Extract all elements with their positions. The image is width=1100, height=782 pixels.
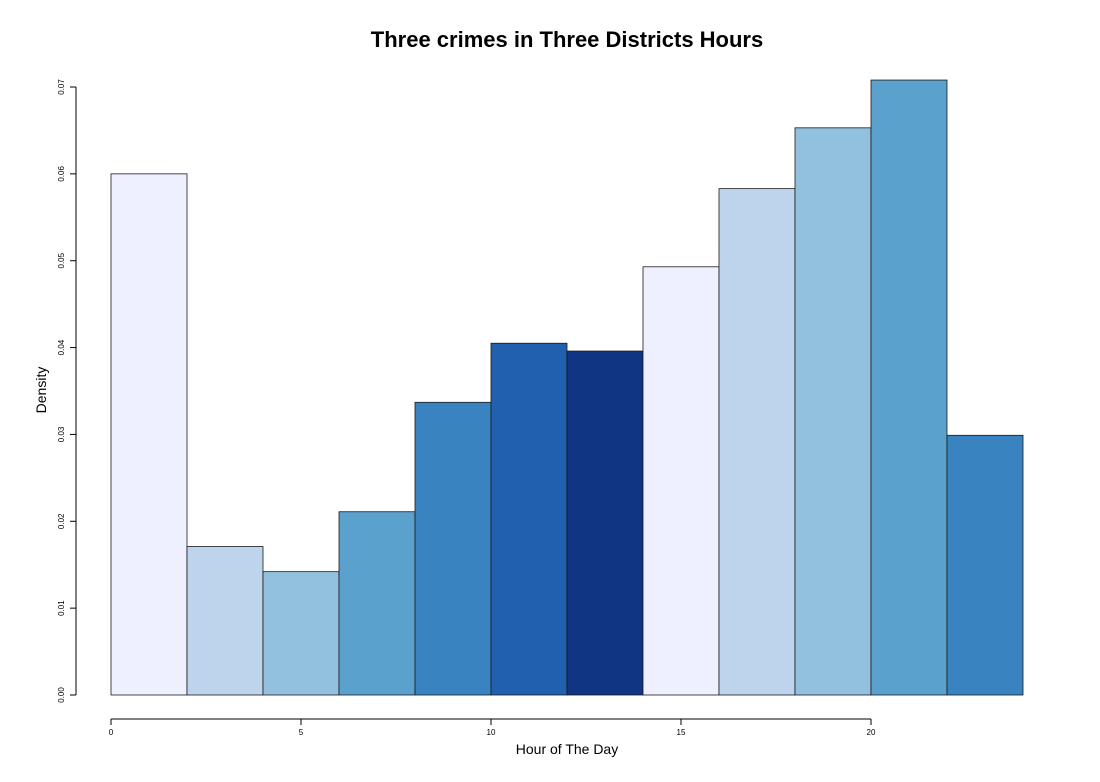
histogram-bar	[946, 434, 1024, 696]
histogram-bar	[338, 511, 416, 696]
histogram-bar	[794, 127, 872, 696]
histogram-bar	[110, 173, 188, 696]
histogram-bar	[566, 350, 644, 696]
x-tick-label: 0	[109, 728, 114, 737]
histogram-bar	[718, 188, 796, 696]
y-axis: 0.00 0.01 0.02 0.03 0.04 0.05 0.06 0.07	[57, 79, 77, 703]
y-tick-label: 0.04	[57, 339, 66, 355]
bars-group	[110, 79, 1024, 696]
y-tick-label: 0.07	[57, 79, 66, 95]
x-axis-label: Hour of The Day	[516, 741, 618, 757]
y-axis-label: Density	[33, 367, 49, 414]
y-tick-label: 0.01	[57, 600, 66, 616]
histogram-bar	[490, 342, 568, 696]
histogram-bar	[414, 401, 492, 696]
histogram-bar	[262, 571, 340, 696]
histogram-bar	[186, 546, 264, 696]
x-axis: 0 5 10 15 20	[109, 718, 876, 737]
y-tick-label: 0.05	[57, 252, 66, 268]
y-tick-label: 0.02	[57, 513, 66, 529]
x-tick-label: 20	[867, 728, 876, 737]
y-tick-label: 0.00	[57, 687, 66, 703]
y-tick-label: 0.03	[57, 426, 66, 442]
chart-title: Three crimes in Three Districts Hours	[371, 27, 763, 52]
x-tick-label: 10	[487, 728, 496, 737]
x-tick-label: 15	[677, 728, 686, 737]
y-tick-label: 0.06	[57, 166, 66, 182]
histogram-bar	[642, 266, 720, 696]
x-tick-label: 5	[299, 728, 304, 737]
histogram-bar	[870, 79, 948, 696]
